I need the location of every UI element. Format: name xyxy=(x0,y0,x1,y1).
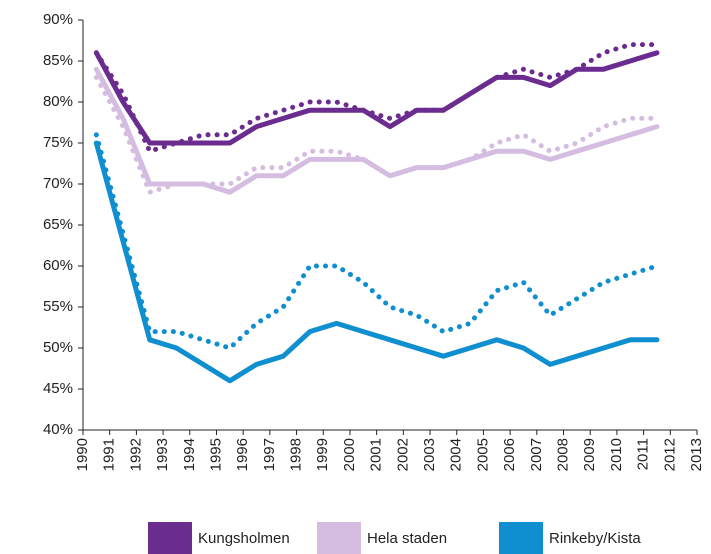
legend-label: Hela staden xyxy=(367,530,447,547)
x-tick-label: 2001 xyxy=(368,438,385,471)
x-tick-label: 2013 xyxy=(688,438,705,471)
legend-swatch xyxy=(317,522,361,554)
y-tick-label: 40% xyxy=(43,421,73,438)
x-tick-label: 2003 xyxy=(421,438,438,471)
y-tick-label: 50% xyxy=(43,339,73,356)
line xyxy=(93,66,660,195)
x-tick-label: 1992 xyxy=(127,438,144,471)
x-tick-label: 2010 xyxy=(608,438,625,471)
x-tick-label: 1990 xyxy=(74,438,91,471)
x-tick-label: 2012 xyxy=(661,438,678,471)
y-tick-label: 70% xyxy=(43,175,73,192)
legend-swatch xyxy=(499,522,543,554)
dotted-line xyxy=(93,42,660,154)
x-tick-label: 2004 xyxy=(448,438,465,471)
dotted-line xyxy=(93,74,660,195)
y-tick-label: 55% xyxy=(43,298,73,315)
x-tick-label: 2007 xyxy=(528,438,545,471)
x-tick-label: 1994 xyxy=(181,438,198,471)
x-tick-label: 1996 xyxy=(234,438,251,471)
x-tick-label: 2008 xyxy=(554,438,571,471)
y-tick-label: 65% xyxy=(43,216,73,233)
legend-label: Rinkeby/Kista xyxy=(549,530,641,547)
x-tick-label: 2000 xyxy=(341,438,358,471)
x-tick-label: 2005 xyxy=(474,438,491,471)
x-tick-label: 1998 xyxy=(288,438,305,471)
x-tick-label: 1997 xyxy=(261,438,278,471)
legend-swatch xyxy=(148,522,192,554)
y-tick-label: 90% xyxy=(43,11,73,28)
x-tick-label: 2009 xyxy=(581,438,598,471)
y-tick-label: 80% xyxy=(43,93,73,110)
x-tick-label: 2002 xyxy=(394,438,411,471)
y-tick-label: 75% xyxy=(43,134,73,151)
x-tick-label: 1993 xyxy=(154,438,171,471)
x-tick-label: 2011 xyxy=(635,438,652,470)
x-tick-label: 2006 xyxy=(501,438,518,471)
y-tick-label: 45% xyxy=(43,380,73,397)
x-tick-label: 1991 xyxy=(101,438,118,471)
legend-label: Kungsholmen xyxy=(198,530,290,547)
dotted-line xyxy=(93,132,660,351)
line xyxy=(93,50,660,146)
line xyxy=(93,140,660,384)
y-tick-label: 60% xyxy=(43,257,73,274)
x-tick-label: 1995 xyxy=(207,438,224,471)
y-tick-label: 85% xyxy=(43,52,73,69)
x-tick-label: 1999 xyxy=(314,438,331,471)
